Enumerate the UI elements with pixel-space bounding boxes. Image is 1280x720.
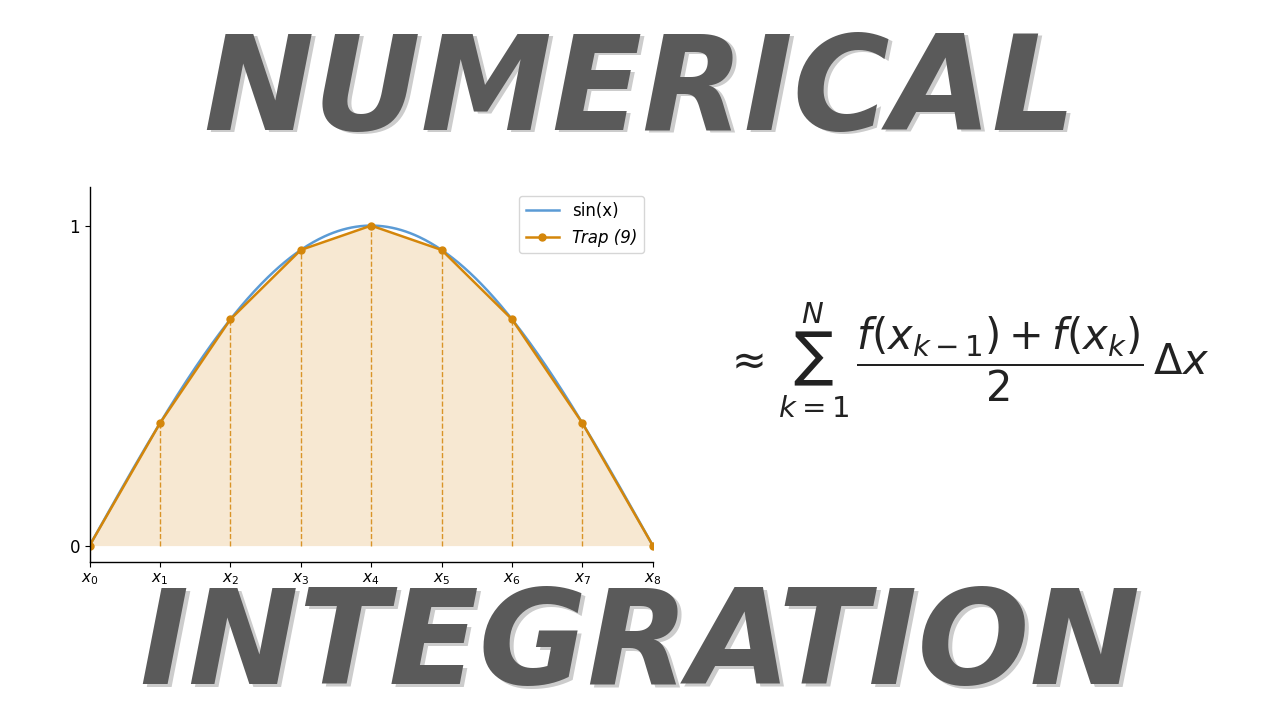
Trap (9) [152, 419, 168, 428]
sin(x) [353, 222, 369, 230]
Text: INTEGRATION: INTEGRATION [143, 587, 1144, 714]
Trap (9) [293, 246, 308, 254]
Trap (9) [575, 419, 590, 428]
Text: NUMERICAL: NUMERICAL [207, 32, 1080, 159]
sin(x) [632, 519, 648, 528]
Trap (9) [223, 315, 238, 324]
Trap (9) [434, 246, 449, 254]
sin(x) [645, 541, 660, 550]
sin(x) [349, 222, 365, 231]
Text: NUMERICAL: NUMERICAL [204, 30, 1076, 157]
Line: Trap (9): Trap (9) [86, 222, 657, 549]
Trap (9) [364, 221, 379, 230]
Text: $\approx \sum_{\,k=1}^{N}$$\,\dfrac{f(x_{k-1})+f(x_k)}{2}\,\Delta x$: $\approx \sum_{\,k=1}^{N}$$\,\dfrac{f(x_… [723, 300, 1210, 420]
sin(x) [419, 236, 434, 245]
sin(x) [82, 541, 97, 550]
Legend: sin(x), Trap (9): sin(x), Trap (9) [520, 196, 644, 253]
Trap (9) [82, 541, 97, 550]
Trap (9) [645, 541, 660, 550]
sin(x) [388, 224, 403, 233]
sin(x) [364, 221, 379, 230]
Line: sin(x): sin(x) [90, 225, 653, 546]
sin(x) [545, 372, 561, 380]
Text: INTEGRATION: INTEGRATION [140, 585, 1140, 711]
Trap (9) [504, 315, 520, 324]
